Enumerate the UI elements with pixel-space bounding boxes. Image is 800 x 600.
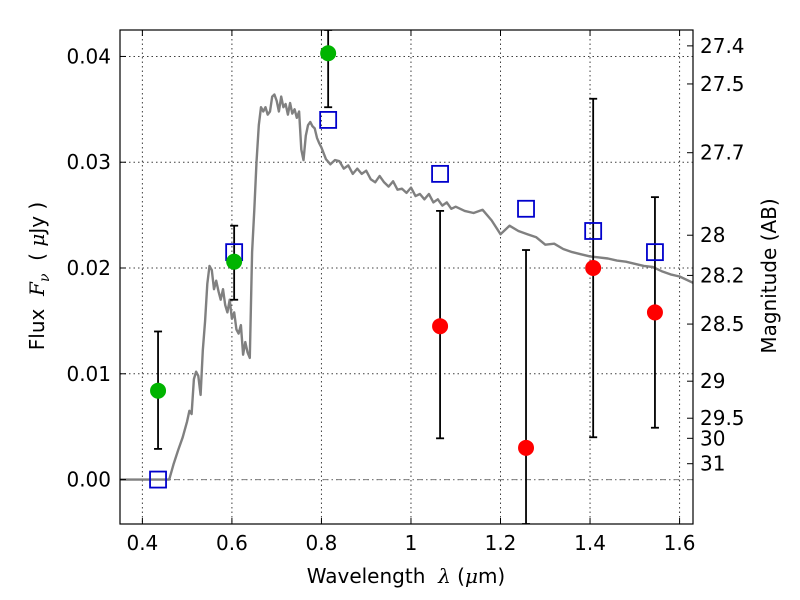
model-square-point: [431, 164, 449, 183]
x-tick-label: 0.4: [126, 531, 158, 555]
magnitude-tick-label: 29: [700, 369, 725, 393]
observed-point: [226, 253, 243, 270]
x-tick-label: 1.2: [485, 531, 517, 555]
model-square-point: [517, 199, 535, 218]
model-square-point: [319, 111, 338, 129]
x-tick-label: 0.8: [306, 531, 338, 555]
spectrum-line: [120, 93, 693, 481]
y-tick-label: 0.01: [66, 362, 111, 386]
y-axis-ticks: 0.00 0.01 0.02 0.03 0.04: [66, 44, 126, 492]
x-tick-label: 1.6: [664, 531, 696, 555]
magnitude-tick-label: 28: [700, 223, 725, 247]
y-tick-label: 0.00: [66, 468, 111, 492]
y-tick-label: 0.03: [66, 150, 111, 174]
magnitude-tick-label: 27.4: [700, 34, 745, 58]
observed-point: [150, 382, 167, 399]
model-square-point: [646, 243, 664, 262]
magnitude-tick-label: 28.5: [700, 312, 745, 336]
x-axis-ticks: 0.4 0.6 0.8 1 1.2 1.4 1.6: [126, 30, 695, 555]
x-tick-label: 0.6: [216, 531, 248, 555]
plot-frame: [119, 29, 694, 525]
x-axis-label: Wavelength λ (μm): [307, 564, 506, 588]
y-tick-label: 0.02: [66, 256, 111, 280]
observed-point: [320, 45, 337, 62]
y-axis-label: Flux Fν ( μJy ): [25, 202, 53, 350]
data-markers: [149, 45, 664, 489]
magnitude-tick-label: 31: [700, 452, 725, 476]
model-square-point: [149, 470, 167, 489]
magnitude-tick-label: 27.5: [700, 72, 745, 96]
observed-point: [518, 439, 535, 456]
magnitude-tick-label: 29.5: [700, 406, 745, 430]
observed-point: [432, 318, 449, 335]
magnitude-tick-label: 30: [700, 426, 725, 450]
observed-point: [585, 260, 602, 277]
model-square-point: [584, 222, 603, 240]
y-tick-label: 0.04: [66, 44, 111, 68]
magnitude-tick-label: 28.2: [700, 263, 745, 287]
observed-point: [646, 304, 663, 321]
magnitude-axis-label: Magnitude (AB): [757, 198, 781, 353]
magnitude-tick-label: 27.7: [700, 141, 745, 165]
x-tick-label: 1.4: [574, 531, 606, 555]
x-tick-label: 1: [405, 531, 418, 555]
model-spectrum: [120, 93, 693, 481]
